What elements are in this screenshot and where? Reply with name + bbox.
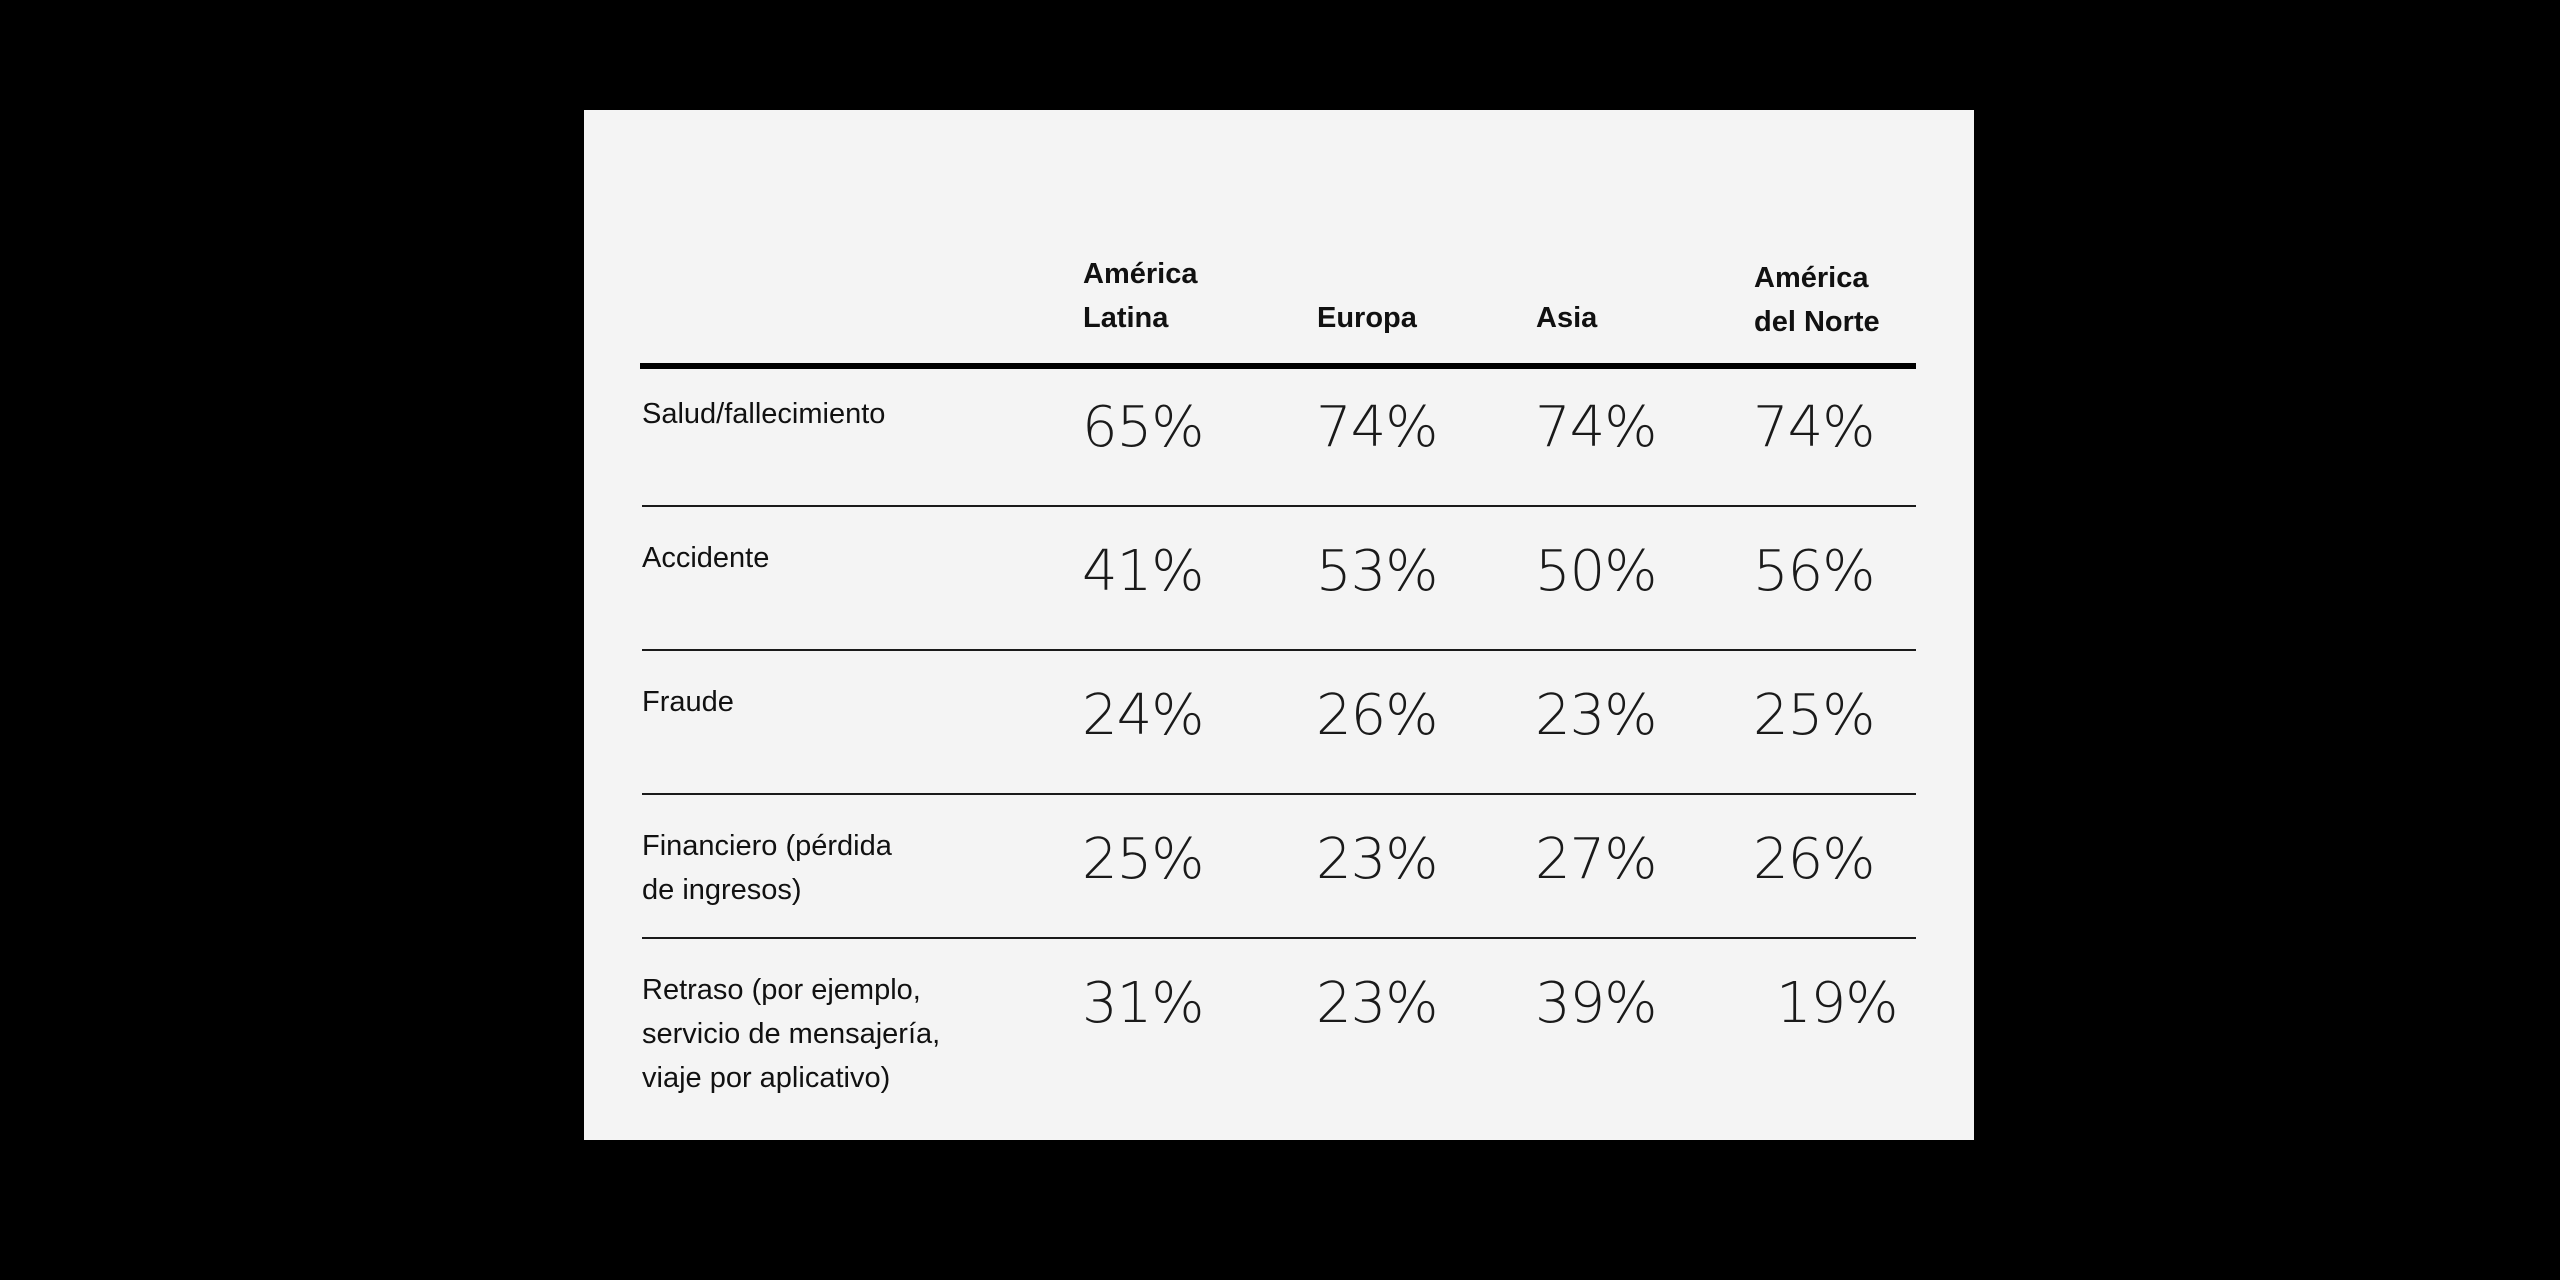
table-cell: 56%	[1753, 539, 1875, 604]
table-cell: 26%	[1753, 827, 1875, 892]
table-cell: 27%	[1535, 827, 1657, 892]
column-header-line: Europa	[1317, 302, 1417, 334]
table-cell: 50%	[1535, 539, 1657, 604]
column-header-line: Latina	[1083, 302, 1169, 334]
table-cell: 65%	[1082, 395, 1204, 460]
column-header-america-del-norte: América del Norte	[1754, 256, 1880, 344]
row-label-line: Salud/fallecimiento	[642, 398, 886, 430]
table-cell: 24%	[1082, 683, 1204, 748]
row-label-salud: Salud/fallecimiento	[642, 392, 885, 436]
column-header-america-latina: América Latina	[1083, 252, 1197, 340]
row-label-accidente: Accidente	[642, 536, 769, 580]
table-cell: 31%	[1082, 971, 1204, 1036]
row-label-fraude: Fraude	[642, 680, 734, 724]
table-cell: 23%	[1535, 683, 1657, 748]
table-cell: 23%	[1316, 971, 1438, 1036]
row-label-line: de ingresos)	[642, 874, 802, 906]
column-header-asia: Asia	[1536, 296, 1597, 340]
table-cell: 74%	[1753, 395, 1875, 460]
table-cell: 74%	[1316, 395, 1438, 460]
row-divider	[642, 649, 1916, 651]
table-cell: 74%	[1535, 395, 1657, 460]
row-label-retraso: Retraso (por ejemplo, servicio de mensaj…	[642, 968, 940, 1100]
table-cell: 39%	[1535, 971, 1657, 1036]
row-label-financiero: Financiero (pérdida de ingresos)	[642, 824, 892, 912]
row-label-line: Accidente	[642, 542, 770, 574]
row-label-line: Fraude	[642, 686, 734, 718]
column-header-line: del Norte	[1754, 306, 1880, 338]
column-header-europa: Europa	[1317, 296, 1417, 340]
table-cell: 53%	[1316, 539, 1438, 604]
table-cell: 19%	[1776, 971, 1898, 1036]
table-cell: 41%	[1082, 539, 1204, 604]
row-label-line: servicio de mensajería,	[642, 1018, 941, 1050]
table-cell: 26%	[1316, 683, 1438, 748]
row-label-line: Financiero (pérdida	[642, 830, 892, 862]
row-divider	[642, 505, 1916, 507]
row-label-line: Retraso (por ejemplo,	[642, 974, 921, 1006]
column-header-line: América	[1083, 258, 1198, 290]
table-card: América Latina Europa Asia América del N…	[584, 110, 1974, 1140]
column-header-line: Asia	[1536, 302, 1598, 334]
row-divider	[642, 793, 1916, 795]
row-divider	[642, 937, 1916, 939]
table-cell: 25%	[1082, 827, 1204, 892]
table-cell: 25%	[1753, 683, 1875, 748]
header-rule	[640, 363, 1916, 369]
table-cell: 23%	[1316, 827, 1438, 892]
column-header-line: América	[1754, 262, 1869, 294]
row-label-line: viaje por aplicativo)	[642, 1062, 891, 1094]
